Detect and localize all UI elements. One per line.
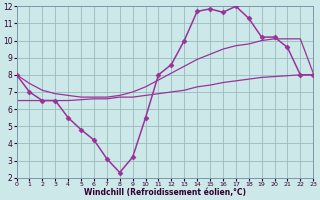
X-axis label: Windchill (Refroidissement éolien,°C): Windchill (Refroidissement éolien,°C) bbox=[84, 188, 246, 197]
